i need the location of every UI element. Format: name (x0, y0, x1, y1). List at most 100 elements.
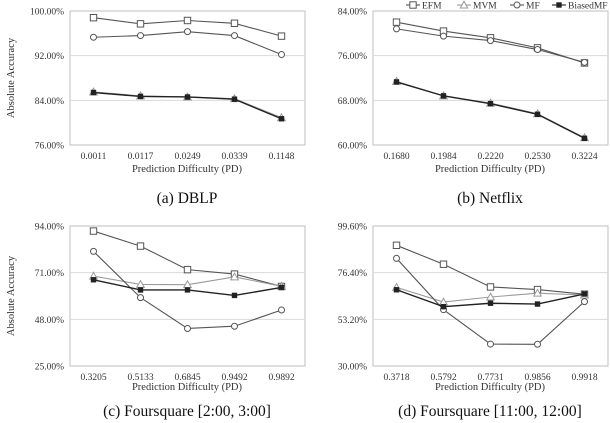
data-point-marker (184, 28, 191, 36)
y-tick-labels: 30.00% 53.20% 76.40% 99.60% (338, 223, 367, 373)
data-point-marker (581, 291, 588, 297)
y-tick-labels: 25.00% 48.00% 71.00% 94.00% (35, 223, 64, 373)
panel-b: 60.00% 68.00% 76.00% 84.00% 0.1680 0.1984 0.2… (338, 8, 609, 207)
y-tick-label: 71.00% (35, 269, 64, 279)
y-tick-label: 92.00% (35, 52, 64, 62)
legend-item-mvm: MVM (457, 0, 497, 12)
x-axis-title: Prediction Difficulty (PD) (435, 164, 546, 175)
panel-caption: (a) DBLP (157, 190, 218, 207)
data-point-marker (278, 116, 285, 122)
y-tick-label: 100.00% (30, 8, 64, 18)
panel-d: 30.00% 53.20% 76.40% 99.60% 0.3718 0.5792 0.7… (338, 223, 609, 420)
series-mvm (391, 76, 590, 142)
legend-item-biasedmf: BiasedMF (552, 2, 608, 12)
data-point-marker (90, 33, 97, 41)
data-point-marker (137, 287, 144, 293)
y-tick-label: 94.00% (35, 223, 64, 233)
x-tick-label: 0.1680 (383, 152, 409, 162)
data-point-marker (486, 283, 495, 291)
legend-label: EFM (422, 2, 442, 12)
x-tick-label: 0.0339 (221, 152, 247, 162)
y-tick-label: 76.00% (338, 52, 367, 62)
x-axis-title: Prediction Difficulty (PD) (132, 164, 243, 175)
x-tick-labels: 0.1680 0.1984 0.2220 0.2530 0.3224 (383, 152, 597, 162)
series-biasedmf (393, 79, 588, 142)
data-point-marker (90, 277, 97, 283)
data-point-marker (440, 303, 447, 310)
data-point-marker (183, 265, 192, 274)
data-point-marker (393, 79, 400, 85)
plot-frame (372, 10, 609, 146)
x-tick-label: 0.5792 (430, 373, 456, 383)
data-point-marker (278, 284, 285, 291)
y-tick-label: 84.00% (35, 97, 64, 107)
data-point-marker (487, 100, 494, 107)
x-axis-title: Prediction Difficulty (PD) (132, 382, 243, 393)
data-point-marker (89, 227, 98, 235)
x-tick-labels: 0.3205 0.5133 0.6845 0.9492 0.9892 (80, 373, 294, 383)
x-tick-label: 0.2220 (477, 152, 503, 162)
data-point-marker (392, 241, 401, 250)
series-biasedmf (90, 89, 285, 122)
x-axis-title: Prediction Difficulty (PD) (435, 382, 546, 393)
plot-frame (69, 225, 306, 367)
series-lines (88, 14, 287, 122)
legend-marker (459, 0, 469, 9)
x-tick-label: 0.0117 (128, 152, 154, 162)
data-point-marker (89, 14, 98, 22)
y-tick-label: 30.00% (338, 363, 367, 373)
data-point-marker (393, 287, 400, 293)
data-point-marker (136, 20, 145, 28)
data-point-marker (183, 16, 192, 25)
x-tick-label: 0.9492 (221, 373, 247, 383)
legend-label: BiasedMF (568, 2, 608, 12)
plot-frame (69, 10, 306, 146)
legend-item-mf: MF (510, 1, 540, 12)
data-point-marker (278, 306, 285, 314)
x-tick-label: 0.0011 (81, 152, 107, 162)
series-biasedmf (393, 287, 588, 310)
data-point-marker (278, 51, 285, 59)
data-point-marker (532, 288, 543, 297)
x-tick-label: 0.9918 (571, 373, 597, 383)
data-point-marker (90, 247, 97, 255)
data-point-marker (393, 254, 400, 262)
plot-frame (372, 225, 609, 367)
x-tick-label: 0.3224 (571, 152, 597, 162)
legend-marker (513, 1, 521, 9)
series-line (396, 28, 585, 63)
y-tick-labels: 76.00% 84.00% 92.00% 100.00% (30, 8, 64, 152)
data-point-marker (487, 340, 494, 348)
panel-a: 76.00%84.00%92.00%100.00% 0.0011 0.0117 0.… (6, 8, 306, 207)
y-tick-label: 60.00% (338, 142, 367, 152)
data-point-marker (184, 287, 191, 293)
data-point-marker (581, 298, 588, 306)
data-point-marker (231, 292, 238, 299)
y-tick-label: 53.20% (338, 316, 367, 326)
legend-label: MF (526, 2, 540, 12)
y-tick-label: 99.60% (338, 223, 367, 233)
series-line (396, 81, 585, 139)
x-tick-label: 0.1984 (430, 152, 456, 162)
y-tick-label: 48.00% (35, 316, 64, 326)
data-point-marker (231, 32, 238, 40)
legend: EFM MVM MF BiasedMF (406, 0, 608, 12)
x-tick-label: 0.5133 (127, 373, 153, 383)
data-point-marker (231, 96, 238, 102)
y-axis-title: Absolute Accuracy (6, 37, 17, 118)
grid-lines (70, 272, 305, 320)
x-tick-labels: 0.0011 0.0117 0.0249 0.0339 0.1148 (81, 152, 295, 162)
data-point-marker (229, 272, 240, 281)
x-tick-label: 0.7731 (477, 373, 503, 383)
data-point-marker (440, 93, 447, 99)
data-point-marker (440, 32, 447, 40)
data-point-marker (231, 322, 238, 330)
panel-caption: (b) Netflix (457, 190, 523, 207)
data-point-marker (534, 340, 541, 348)
data-point-marker (230, 19, 239, 27)
series-lines (88, 227, 287, 332)
x-tick-label: 0.2530 (524, 152, 550, 162)
series-mf (90, 247, 285, 332)
y-axis-title: Absolute Accuracy (6, 255, 17, 336)
data-point-marker (184, 324, 191, 332)
